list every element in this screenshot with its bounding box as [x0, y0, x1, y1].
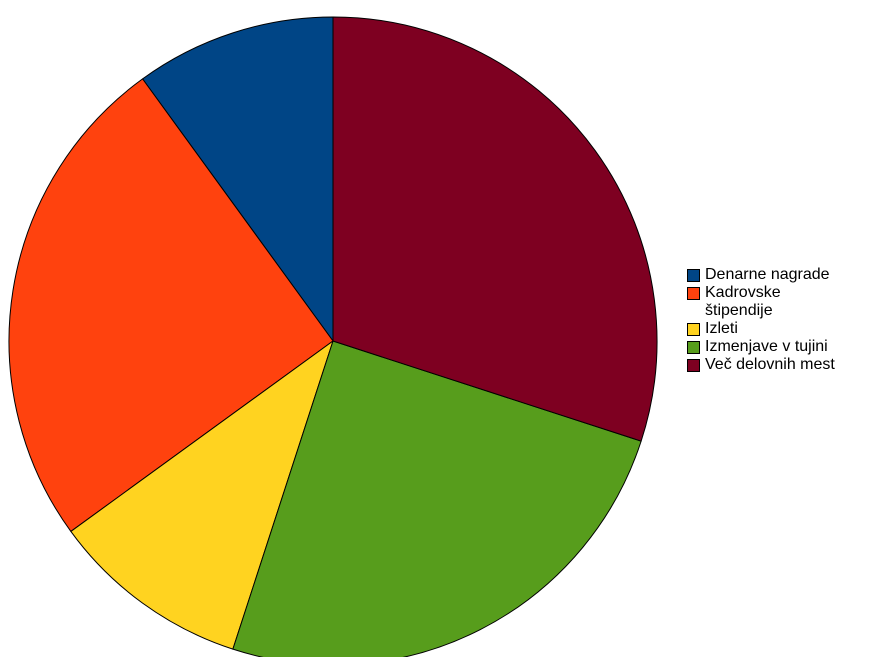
legend-swatch [687, 269, 700, 282]
legend-swatch [687, 341, 700, 354]
legend-swatch [687, 287, 700, 300]
legend-label: Izmenjave v tujini [705, 338, 828, 355]
legend-label: Več delovnih mest [705, 356, 835, 373]
pie-slices [8, 16, 658, 657]
legend-item-denarne-nagrade: Denarne nagrade [687, 266, 892, 284]
legend-label: Kadrovske štipendije [705, 284, 781, 319]
legend-item-izleti: Izleti [687, 320, 892, 338]
legend-item-izmenjave-v-tujini: Izmenjave v tujini [687, 338, 892, 356]
pie-slice-izmenjave-v-tujini [232, 340, 642, 657]
legend-swatch [687, 359, 700, 372]
legend-swatch [687, 323, 700, 336]
legend-label: Denarne nagrade [705, 266, 830, 283]
pie-slice-denarne-nagrade [142, 16, 334, 342]
legend: Denarne nagrade Kadrovske štipendije Izl… [687, 266, 892, 374]
legend-item-kadrovske-stipendije: Kadrovske štipendije [687, 284, 892, 320]
pie-slice-ve-delovnih-mest [332, 16, 658, 442]
pie-slice-kadrovske-tipendije [8, 78, 334, 532]
pie-slice-izleti [70, 340, 334, 650]
legend-item-vec-delovnih-mest: Več delovnih mest [687, 356, 892, 374]
legend-label: Izleti [705, 320, 738, 337]
